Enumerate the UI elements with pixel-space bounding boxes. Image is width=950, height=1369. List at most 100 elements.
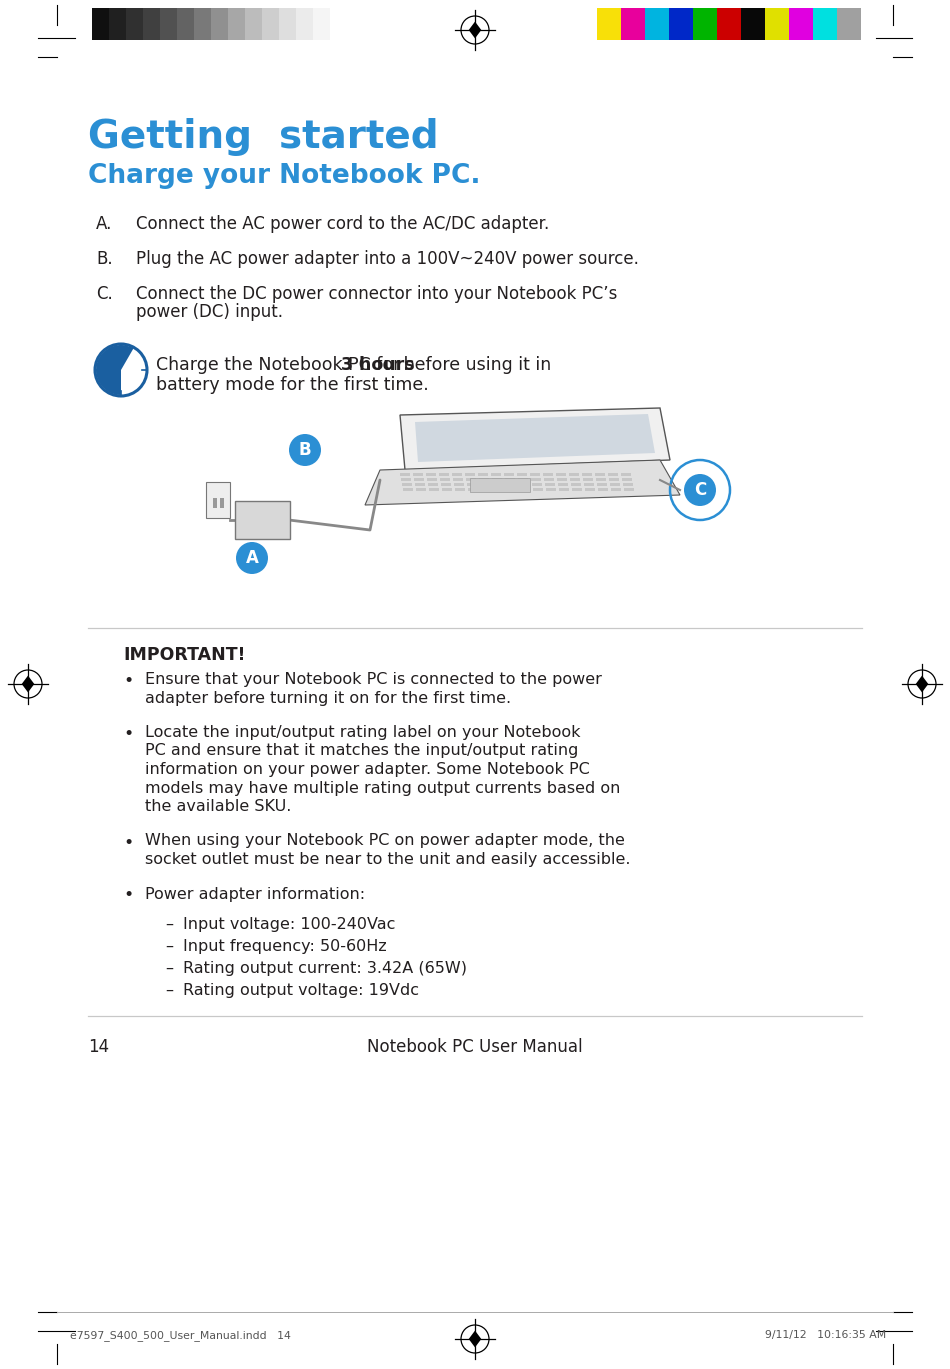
Bar (492, 478, 502, 481)
Bar (517, 474, 527, 476)
Text: Notebook PC User Manual: Notebook PC User Manual (368, 1038, 582, 1055)
Bar (559, 487, 569, 491)
Bar (206, 482, 230, 517)
Bar (177, 8, 194, 40)
Text: e7597_S400_500_User_Manual.indd   14: e7597_S400_500_User_Manual.indd 14 (70, 1331, 291, 1340)
Bar (584, 483, 594, 486)
Bar (507, 487, 517, 491)
Text: adapter before turning it on for the first time.: adapter before turning it on for the fir… (145, 690, 511, 705)
Text: A: A (245, 549, 258, 567)
Bar (518, 478, 528, 481)
Bar (414, 478, 424, 481)
Text: the available SKU.: the available SKU. (145, 799, 292, 815)
Text: A.: A. (96, 215, 112, 233)
Bar (439, 474, 449, 476)
Text: B: B (298, 441, 312, 459)
Text: PC and ensure that it matches the input/output rating: PC and ensure that it matches the input/… (145, 743, 579, 758)
Bar (428, 483, 438, 486)
Text: Plug the AC power adapter into a 100V~240V power source.: Plug the AC power adapter into a 100V~24… (136, 251, 638, 268)
Polygon shape (468, 1331, 482, 1347)
Bar (597, 483, 607, 486)
Text: –: – (165, 917, 173, 932)
Bar (765, 8, 789, 40)
Bar (571, 483, 581, 486)
Polygon shape (22, 675, 34, 693)
Bar (143, 8, 160, 40)
Bar (401, 478, 411, 481)
Bar (669, 8, 693, 40)
Bar (558, 483, 568, 486)
Bar (400, 474, 410, 476)
Text: C.: C. (96, 285, 113, 303)
Bar (520, 487, 530, 491)
Bar (543, 474, 553, 476)
Bar (245, 8, 262, 40)
Polygon shape (415, 413, 655, 461)
Text: •: • (123, 887, 133, 905)
Bar (494, 487, 504, 491)
Bar (622, 478, 632, 481)
Bar (478, 474, 488, 476)
Text: C: C (694, 481, 706, 498)
Bar (235, 501, 290, 539)
Bar (480, 483, 490, 486)
Bar (493, 483, 503, 486)
Bar (546, 487, 556, 491)
Text: –: – (165, 983, 173, 998)
Bar (582, 474, 592, 476)
Bar (608, 474, 618, 476)
Text: Locate the input/output rating label on your Notebook: Locate the input/output rating label on … (145, 726, 580, 741)
Bar (530, 474, 540, 476)
Bar (569, 474, 579, 476)
Bar (557, 478, 567, 481)
Bar (545, 483, 555, 486)
Bar (621, 8, 645, 40)
Bar (109, 8, 126, 40)
Bar (211, 8, 228, 40)
Bar (479, 478, 489, 481)
Bar (572, 487, 582, 491)
Text: Input frequency: 50-60Hz: Input frequency: 50-60Hz (183, 939, 387, 954)
Bar (741, 8, 765, 40)
Text: Input voltage: 100-240Vac: Input voltage: 100-240Vac (183, 917, 395, 932)
Text: •: • (123, 726, 133, 743)
Text: B.: B. (96, 251, 113, 268)
Bar (609, 478, 619, 481)
Polygon shape (468, 22, 482, 38)
Bar (470, 478, 530, 491)
Bar (837, 8, 861, 40)
Bar (506, 483, 516, 486)
Text: Charge your Notebook PC.: Charge your Notebook PC. (88, 163, 481, 189)
Bar (453, 478, 463, 481)
Bar (544, 478, 554, 481)
Text: before using it in: before using it in (398, 356, 552, 374)
Bar (598, 487, 608, 491)
Text: 14: 14 (88, 1038, 109, 1055)
Text: information on your power adapter. Some Notebook PC: information on your power adapter. Some … (145, 763, 590, 778)
Bar (92, 8, 109, 40)
Bar (556, 474, 566, 476)
Bar (262, 8, 279, 40)
Text: 3 hours: 3 hours (341, 356, 414, 374)
Polygon shape (365, 460, 680, 505)
Bar (505, 478, 515, 481)
Text: •: • (123, 834, 133, 852)
Text: Connect the AC power cord to the AC/DC adapter.: Connect the AC power cord to the AC/DC a… (136, 215, 549, 233)
Text: socket outlet must be near to the unit and easily accessible.: socket outlet must be near to the unit a… (145, 852, 631, 867)
Text: When using your Notebook PC on power adapter mode, the: When using your Notebook PC on power ada… (145, 834, 625, 849)
Text: battery mode for the first time.: battery mode for the first time. (156, 376, 428, 394)
Text: models may have multiple rating output currents based on: models may have multiple rating output c… (145, 780, 620, 795)
Bar (455, 487, 465, 491)
Bar (467, 483, 477, 486)
Bar (413, 474, 423, 476)
Bar (717, 8, 741, 40)
Bar (442, 487, 452, 491)
Bar (440, 478, 450, 481)
Bar (621, 474, 631, 476)
Text: Charge the Notebook PC for: Charge the Notebook PC for (156, 356, 406, 374)
Bar (416, 487, 426, 491)
Bar (623, 483, 633, 486)
Circle shape (95, 344, 147, 396)
Circle shape (236, 542, 268, 574)
Text: 9/11/12   10:16:35 AM: 9/11/12 10:16:35 AM (765, 1331, 886, 1340)
